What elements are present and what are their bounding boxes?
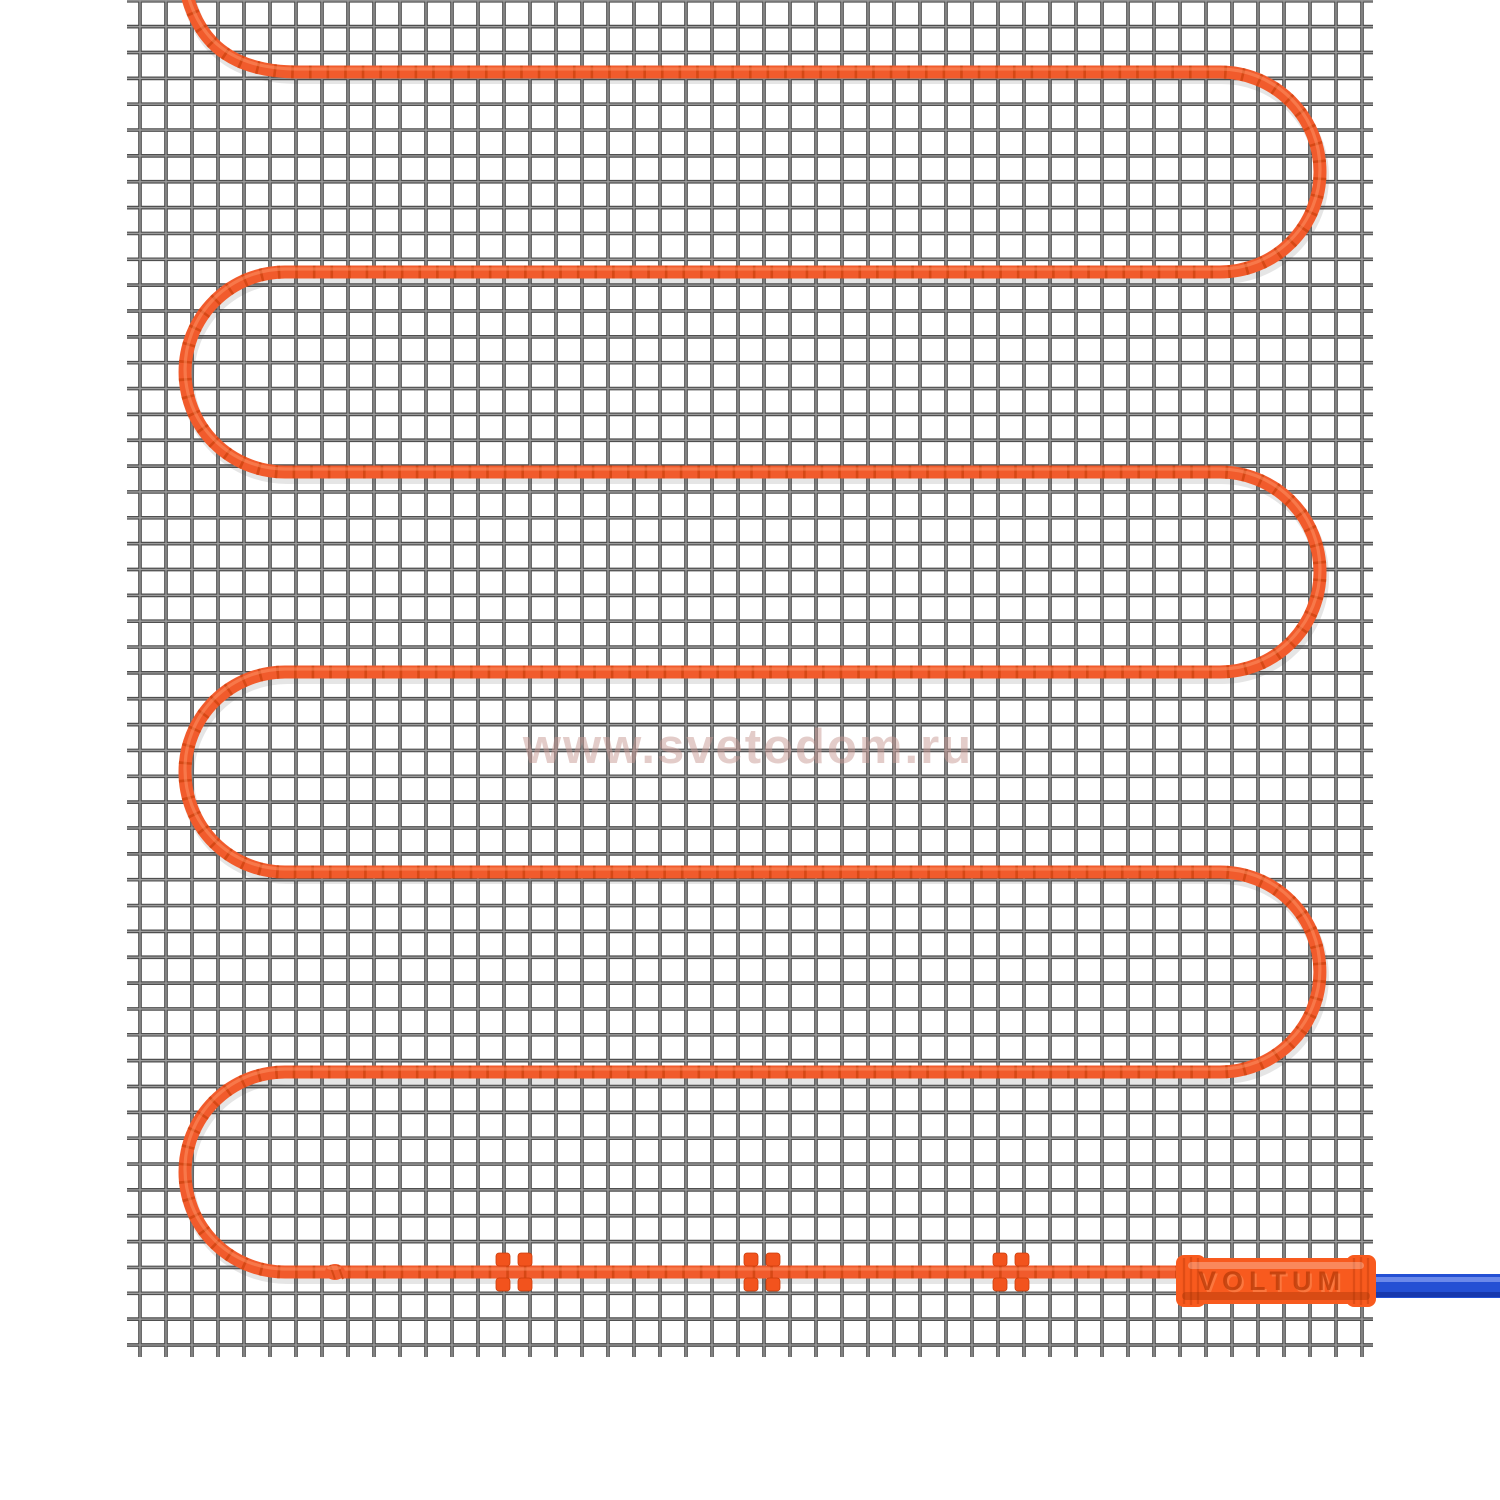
clip-tab — [517, 1277, 533, 1292]
clip-tab — [1014, 1277, 1030, 1292]
connector-grooves — [1182, 1257, 1370, 1305]
heating-cable — [178, 0, 1327, 1279]
clip-tab — [1014, 1252, 1030, 1267]
clip-tab — [765, 1252, 781, 1267]
connector-brand-label: VOLTUM — [1198, 1266, 1346, 1296]
watermark: www.svetodom.ru — [522, 720, 973, 774]
connector-body — [1178, 1258, 1375, 1304]
cable-splice — [325, 1264, 345, 1280]
clip-tab — [495, 1252, 511, 1267]
clip-tab — [517, 1252, 533, 1267]
lead-cable-highlight — [1366, 1277, 1500, 1282]
lead-cable — [1366, 1274, 1500, 1298]
connector-brand-label-emboss: VOLTUM — [1200, 1268, 1348, 1298]
cable-core — [178, 0, 1327, 1279]
connector: VOLTUM VOLTUM — [1176, 1255, 1376, 1307]
connector-top-highlight — [1188, 1262, 1364, 1269]
cable-highlight — [183, 0, 1322, 1271]
lead-cable-shade — [1366, 1292, 1500, 1297]
cable-fixing-clips — [495, 1252, 1030, 1292]
clip-tab — [495, 1277, 511, 1292]
clip-tab — [992, 1277, 1008, 1292]
clip-tab — [992, 1252, 1008, 1267]
clip-tab — [743, 1277, 759, 1292]
splice-highlight — [327, 1265, 341, 1271]
clip-tab — [743, 1252, 759, 1267]
connector-bottom-shade — [1182, 1292, 1370, 1300]
clip-tab — [765, 1277, 781, 1292]
